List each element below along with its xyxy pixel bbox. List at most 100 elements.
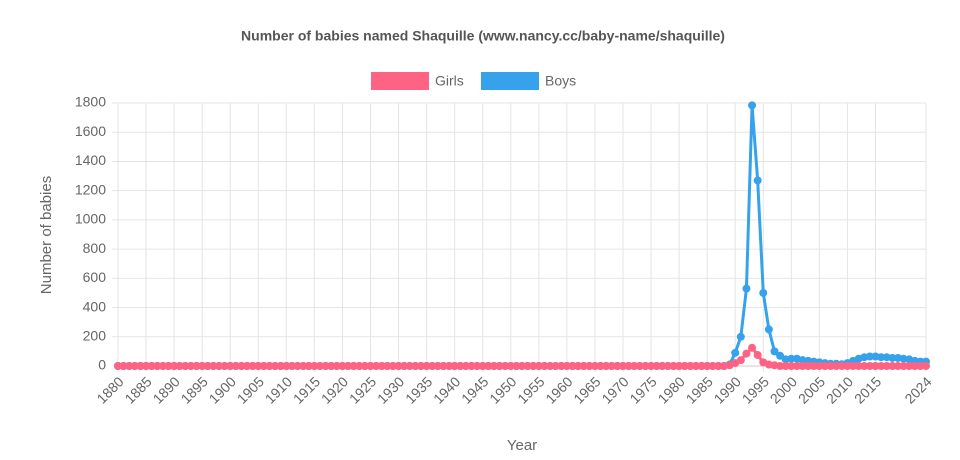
- data-point: [321, 362, 330, 370]
- x-tick-label: 1900: [206, 373, 239, 406]
- x-tick-label: 1985: [683, 373, 716, 406]
- data-point: [512, 362, 521, 370]
- data-point: [865, 352, 874, 361]
- data-point: [753, 351, 762, 360]
- y-tick-label: 1000: [75, 211, 106, 227]
- data-point: [181, 362, 190, 370]
- data-point: [276, 362, 285, 370]
- data-point: [192, 362, 201, 370]
- legend-swatch: [371, 72, 429, 90]
- x-tick-label: 2005: [795, 373, 828, 406]
- y-tick-label: 400: [83, 298, 107, 314]
- x-axis-title: Year: [507, 437, 537, 454]
- data-point: [742, 284, 751, 293]
- data-point: [877, 362, 886, 370]
- data-point: [787, 362, 796, 370]
- data-point: [226, 362, 235, 370]
- x-tick-label: 2010: [823, 373, 856, 406]
- x-tick-label: 1960: [542, 373, 575, 406]
- data-point: [254, 362, 263, 370]
- series-line: [118, 105, 926, 368]
- x-tick-label: 2024: [901, 373, 934, 406]
- x-tick-label: 1955: [514, 373, 547, 406]
- data-point: [686, 362, 695, 370]
- x-tick-label: 1910: [262, 373, 295, 406]
- legend-swatch: [481, 72, 539, 90]
- x-tick-label: 1980: [655, 373, 688, 406]
- data-point: [624, 362, 633, 370]
- data-point: [658, 362, 667, 370]
- data-point: [877, 353, 886, 362]
- data-point: [787, 354, 796, 363]
- data-point: [647, 362, 656, 370]
- data-point: [568, 362, 577, 370]
- data-point: [652, 362, 661, 370]
- data-point: [574, 362, 583, 370]
- data-point: [332, 362, 341, 370]
- data-point: [871, 362, 880, 370]
- y-tick-label: 800: [83, 240, 107, 256]
- x-tick-label: 1950: [486, 373, 519, 406]
- x-tick-label: 1975: [626, 373, 659, 406]
- data-point: [299, 362, 308, 370]
- x-tick-label: 1930: [374, 373, 407, 406]
- data-point: [849, 362, 858, 370]
- data-point: [125, 362, 134, 370]
- data-point: [282, 362, 291, 370]
- data-point: [641, 362, 650, 370]
- data-point: [220, 362, 229, 370]
- y-axis-title: Number of babies: [38, 176, 55, 294]
- data-point: [287, 362, 296, 370]
- x-tick-label: 1925: [346, 373, 379, 406]
- data-point: [518, 362, 526, 370]
- data-point: [540, 362, 549, 370]
- x-tick-label: 1990: [711, 373, 744, 406]
- x-tick-label: 1945: [458, 373, 491, 406]
- x-tick-label: 1995: [739, 373, 772, 406]
- data-point: [736, 332, 745, 341]
- data-point: [203, 362, 212, 370]
- data-point: [439, 362, 448, 370]
- data-point: [400, 362, 409, 370]
- data-point: [534, 362, 543, 370]
- data-point: [736, 356, 745, 365]
- x-tick-label: 1880: [93, 373, 126, 406]
- data-point: [764, 325, 773, 334]
- y-tick-label: 1600: [75, 123, 106, 139]
- data-point: [506, 362, 515, 370]
- data-point: [529, 362, 538, 370]
- data-point: [759, 288, 768, 297]
- data-point: [669, 362, 678, 370]
- data-point: [815, 362, 824, 370]
- data-point: [243, 362, 252, 370]
- data-point: [198, 362, 207, 370]
- data-point: [316, 362, 324, 370]
- data-point: [473, 362, 482, 370]
- x-tick-label: 1885: [121, 373, 154, 406]
- x-tick-label: 2015: [851, 373, 884, 406]
- data-point: [484, 362, 493, 370]
- data-point: [579, 362, 588, 370]
- data-point: [411, 362, 420, 370]
- data-point: [714, 362, 723, 370]
- data-point: [170, 362, 179, 370]
- data-point: [158, 362, 167, 370]
- data-point: [231, 362, 240, 370]
- data-point: [422, 362, 431, 370]
- data-point: [843, 362, 852, 370]
- data-point: [215, 362, 223, 370]
- data-point: [130, 362, 139, 370]
- data-point: [501, 362, 510, 370]
- data-point: [922, 362, 930, 370]
- data-point: [360, 362, 369, 370]
- data-point: [675, 362, 684, 370]
- data-point: [602, 362, 611, 370]
- data-point: [349, 362, 358, 370]
- data-point: [585, 362, 594, 370]
- data-point: [770, 347, 779, 356]
- data-point: [136, 362, 145, 370]
- data-point: [731, 348, 740, 357]
- x-tick-label: 1915: [290, 373, 323, 406]
- data-point: [804, 362, 813, 370]
